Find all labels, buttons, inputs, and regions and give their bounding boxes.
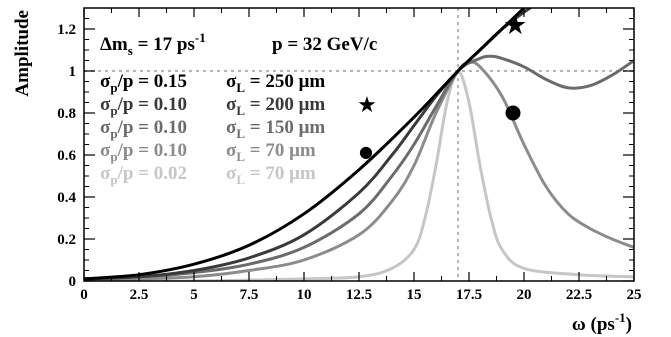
y-tick-label: 0.2 xyxy=(57,232,76,248)
legend-entry-4: σp/p = 0.10 σL = 70 μm xyxy=(100,140,316,164)
series-line-1 xyxy=(84,8,527,281)
x-tick-label: 20 xyxy=(517,287,532,303)
x-tick-label: 15 xyxy=(407,287,422,303)
x-tick-label: 10 xyxy=(297,287,312,303)
x-tick-label: 0 xyxy=(80,287,88,303)
point-markers: ★ xyxy=(503,10,527,121)
legend-marker-4: ● xyxy=(359,142,373,161)
x-tick-label: 5 xyxy=(190,287,198,303)
axis-ticks: 0 2.5 5 7.5 10 12.5 15 17.5 20 22.5 25 0 0.2 0.4 0.6 0.… xyxy=(57,8,642,303)
x-tick-label: 17.5 xyxy=(456,287,482,303)
reference-lines xyxy=(84,8,634,281)
legend-entry-2: σp/p = 0.10 σL = 200 μm xyxy=(100,94,325,118)
x-tick-label: 22.5 xyxy=(566,287,592,303)
y-tick-label: 0.4 xyxy=(57,190,76,206)
x-tick-label: 12.5 xyxy=(346,287,372,303)
y-tick-label: 1.2 xyxy=(57,22,76,38)
point-marker-star: ★ xyxy=(503,10,527,41)
annotation-momentum: p = 32 GeV/c xyxy=(272,34,377,55)
series-lines xyxy=(84,8,634,281)
y-tick-label: 0 xyxy=(69,274,77,290)
annotation-delta-ms: Δms = 17 ps-1 xyxy=(100,30,206,58)
x-tick-label: 7.5 xyxy=(240,287,259,303)
y-tick-label: 0.6 xyxy=(57,148,76,164)
y-axis-title: Amplitude xyxy=(12,10,33,97)
legend-entry-1: σp/p = 0.15 σL = 250 μm xyxy=(100,71,325,95)
legend-entry-3: σp/p = 0.10 σL = 150 μm xyxy=(100,117,325,141)
y-tick-label: 1 xyxy=(69,64,77,80)
series-line-5 xyxy=(84,69,634,281)
x-tick-label: 25 xyxy=(627,287,642,303)
x-tick-label: 2.5 xyxy=(130,287,149,303)
x-axis-title: ω (ps-1) xyxy=(572,310,632,335)
legend-entry-5: σp/p = 0.02 σL = 70 μm xyxy=(100,163,316,187)
point-marker-circle xyxy=(505,105,521,121)
legend-marker-2: ★ xyxy=(357,93,377,118)
y-tick-label: 0.8 xyxy=(57,106,76,122)
